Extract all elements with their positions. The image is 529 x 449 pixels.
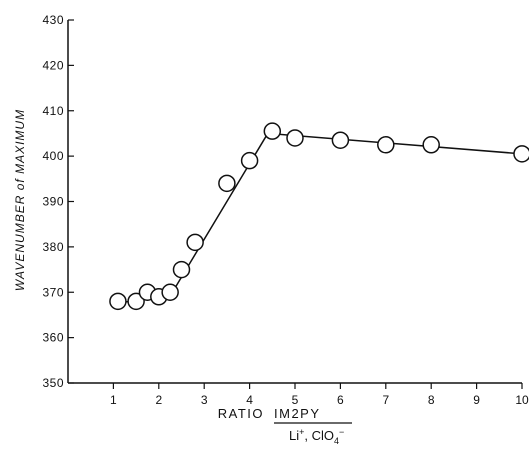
data-point [263, 122, 282, 140]
series-line [117, 132, 523, 305]
x-tick-label: 3 [201, 393, 208, 407]
series-lines [117, 132, 523, 305]
data-point [377, 136, 395, 154]
data-point [240, 151, 259, 170]
x-axis-label-denominator: Li+, ClO4− [289, 427, 344, 446]
x-tick-label: 8 [428, 393, 435, 407]
data-point [161, 283, 179, 301]
x-tick-label: 5 [292, 393, 299, 407]
x-axis-label-group: RATIO IM2PY Li+, ClO4− [218, 406, 352, 446]
x-tick-label: 9 [473, 393, 480, 407]
y-tick-label: 400 [42, 149, 64, 163]
x-tick-label: 6 [337, 393, 344, 407]
y-tick-label: 410 [42, 104, 64, 118]
data-point [218, 174, 236, 193]
y-axis-label: WAVENUMBER of MAXIMUM [13, 109, 27, 291]
x-tick-label: 2 [155, 393, 162, 407]
data-point [127, 292, 145, 311]
y-tick-label: 350 [42, 376, 64, 390]
x-axis-label-numerator: IM2PY [274, 406, 321, 421]
x-ticks: 1 2 3 4 5 6 7 8 9 10 [110, 383, 529, 407]
y-tick-label: 430 [42, 13, 64, 27]
data-point [286, 129, 304, 147]
x-tick-label: 4 [246, 393, 253, 407]
data-point [422, 136, 440, 154]
data-point [331, 131, 350, 149]
data-point [172, 260, 191, 279]
y-tick-label: 370 [42, 285, 64, 299]
y-tick-label: 420 [42, 58, 64, 72]
x-tick-label: 1 [110, 393, 117, 407]
plot-area [67, 20, 522, 384]
y-tick-label: 390 [42, 195, 64, 209]
y-tick-label: 380 [42, 240, 64, 254]
x-axis-label: RATIO [218, 406, 264, 421]
x-tick-label: 10 [515, 393, 529, 407]
x-tick-label: 7 [382, 393, 389, 407]
series-points [109, 122, 529, 311]
data-point [186, 233, 204, 252]
data-point [513, 145, 529, 163]
y-tick-label: 360 [42, 331, 64, 345]
data-point [109, 292, 127, 311]
y-ticks: 350 360 370 380 390 400 410 420 430 [42, 13, 74, 390]
